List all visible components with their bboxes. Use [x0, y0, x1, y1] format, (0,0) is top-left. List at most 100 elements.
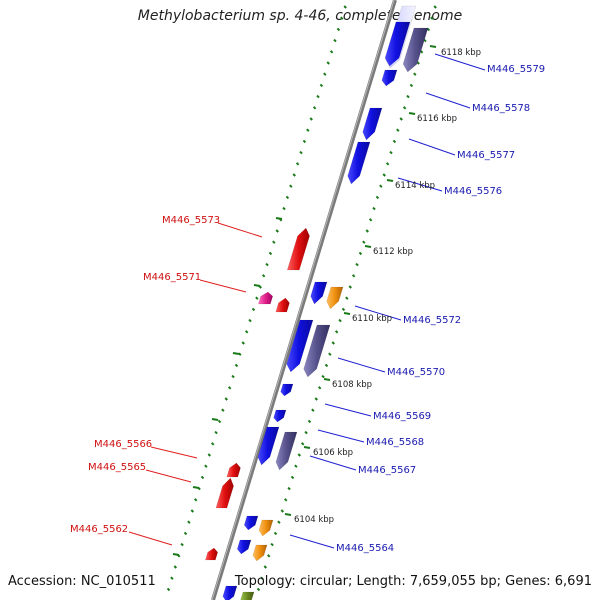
- gene-arrow[interactable]: [384, 21, 411, 67]
- gene-arrow[interactable]: [243, 515, 259, 531]
- tick-mark-major: [303, 446, 311, 449]
- tick-mark: [221, 408, 225, 412]
- gene-label[interactable]: M446_5579: [487, 64, 545, 75]
- gene-arrow[interactable]: [286, 319, 314, 373]
- tick-mark: [365, 229, 369, 233]
- label-leader: [324, 403, 372, 417]
- gene-label[interactable]: M446_5566: [94, 439, 152, 450]
- gene-label[interactable]: M446_5576: [444, 186, 502, 197]
- gene-arrow[interactable]: [252, 544, 268, 562]
- gene-arrow[interactable]: [275, 297, 290, 313]
- tick-mark: [316, 94, 320, 99]
- tick-mark: [402, 106, 407, 110]
- tick-mark: [355, 262, 359, 267]
- gene-arrow[interactable]: [286, 227, 310, 271]
- gene-label[interactable]: M446_5573: [162, 215, 220, 226]
- gene-arrow[interactable]: [280, 383, 294, 397]
- accession-text: Accession: NC_010511: [8, 574, 156, 589]
- genome-backbone: [211, 0, 397, 600]
- label-leader: [199, 279, 247, 293]
- gene-label[interactable]: M446_5562: [70, 524, 128, 535]
- kbp-label: 6108 kbp: [332, 380, 372, 390]
- gene-arrow[interactable]: [258, 291, 274, 305]
- tick-mark: [170, 576, 174, 580]
- tick-mark: [362, 240, 366, 244]
- tick-mark: [409, 83, 414, 88]
- tick-mark: [338, 318, 342, 323]
- tick-mark: [244, 330, 249, 334]
- kbp-label: 6110 kbp: [352, 314, 392, 324]
- tick-mark: [375, 195, 380, 200]
- gene-label[interactable]: M446_5568: [366, 437, 424, 448]
- tick-mark: [204, 464, 208, 468]
- tick-mark: [207, 453, 211, 457]
- tick-mark: [326, 61, 330, 65]
- tick-mark: [368, 218, 373, 222]
- tick-mark: [275, 229, 279, 233]
- gene-label[interactable]: M446_5577: [457, 150, 515, 161]
- gene-label[interactable]: M446_5567: [358, 465, 416, 476]
- tick-mark-major: [253, 284, 261, 287]
- tick-mark: [183, 531, 188, 536]
- gene-label[interactable]: M446_5565: [88, 462, 146, 473]
- tick-mark: [285, 195, 290, 200]
- tick-mark: [348, 285, 352, 289]
- gene-label[interactable]: M446_5564: [336, 543, 394, 554]
- tick-mark: [217, 419, 222, 424]
- gene-arrow[interactable]: [381, 69, 398, 87]
- tick-mark: [341, 307, 346, 312]
- genome-backbone-highlight: [211, 0, 395, 600]
- gene-label[interactable]: M446_5569: [373, 411, 431, 422]
- gene-arrow[interactable]: [205, 547, 219, 561]
- tick-mark: [256, 587, 261, 592]
- tick-mark: [290, 475, 295, 480]
- tick-mark: [268, 251, 273, 256]
- tick-mark-major: [211, 418, 219, 421]
- tick-mark: [345, 296, 349, 300]
- gene-arrow[interactable]: [310, 281, 328, 305]
- gene-arrow[interactable]: [303, 324, 331, 378]
- gene-label[interactable]: M446_5572: [403, 315, 461, 326]
- tick-mark: [336, 27, 341, 32]
- tick-mark-major: [364, 245, 372, 248]
- kbp-label: 6118 kbp: [441, 48, 481, 58]
- genes: [205, 5, 429, 600]
- gene-label[interactable]: M446_5578: [472, 103, 530, 114]
- gene-arrow[interactable]: [275, 431, 298, 471]
- gene-arrow[interactable]: [326, 286, 344, 310]
- tick-mark: [307, 419, 312, 424]
- gene-arrow[interactable]: [222, 585, 238, 600]
- tick-mark: [382, 173, 386, 177]
- tick-mark: [324, 363, 329, 368]
- gene-arrow[interactable]: [236, 539, 252, 555]
- tick-mark: [295, 162, 300, 166]
- gene-arrow[interactable]: [273, 409, 287, 423]
- gene-label[interactable]: M446_5571: [143, 272, 201, 283]
- gene-arrow[interactable]: [215, 477, 234, 509]
- gene-arrow[interactable]: [347, 141, 371, 185]
- gene-arrow[interactable]: [402, 27, 429, 73]
- gene-arrow[interactable]: [258, 519, 274, 537]
- gene-arrow[interactable]: [240, 591, 255, 600]
- tick-mark: [323, 72, 327, 76]
- genome-summary-text: Topology: circular; Length: 7,659,055 bp…: [234, 574, 592, 589]
- tick-mark: [329, 50, 334, 54]
- tick-mark: [392, 139, 397, 144]
- gene-label[interactable]: M446_5570: [387, 367, 445, 378]
- tick-mark: [190, 509, 195, 513]
- tick-mark: [200, 475, 205, 480]
- gene-arrow[interactable]: [362, 107, 383, 141]
- kbp-label: 6116 kbp: [417, 114, 457, 124]
- gene-arrow[interactable]: [257, 426, 280, 466]
- tick-mark: [261, 274, 266, 278]
- tick-mark: [331, 341, 335, 345]
- tick-mark: [385, 162, 390, 166]
- tick-mark: [241, 341, 245, 345]
- tick-mark-major: [323, 378, 331, 381]
- tick-mark: [302, 139, 307, 144]
- label-leader: [289, 534, 335, 549]
- label-leader: [128, 531, 173, 546]
- gene-arrow[interactable]: [226, 462, 241, 478]
- tick-mark: [314, 397, 318, 401]
